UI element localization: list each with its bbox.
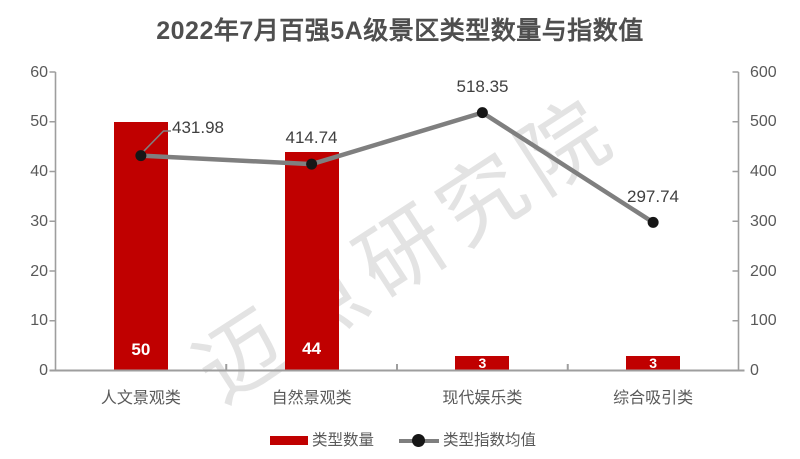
bar-value-label: 50: [131, 339, 151, 359]
left-axis-tick-50: 50: [30, 113, 48, 130]
data-label-297.74: 297.74: [627, 186, 679, 206]
bar-ziran-jingguan: 44: [284, 151, 339, 371]
left-axis-tick-10: 10: [30, 312, 48, 329]
line-marker-2: [306, 158, 318, 170]
left-axis-line: [49, 71, 57, 371]
data-label-414.74: 414.74: [285, 128, 338, 147]
bar-value-label: 3: [649, 355, 658, 372]
data-label-431.98: 431.98: [172, 118, 224, 137]
category-label-ziran: 自然景观类: [271, 390, 352, 407]
category-label-renwen: 人文景观类: [100, 390, 181, 407]
category-label-xiandai: 现代娱乐类: [442, 390, 523, 407]
bar-xiandai-yule: 3: [455, 355, 510, 372]
right-axis-tick-300: 300: [750, 212, 777, 230]
right-axis-tick-200: 200: [750, 262, 777, 280]
line-marker-4: [647, 216, 659, 228]
right-axis-tick-100: 100: [750, 312, 777, 329]
data-label-518.35: 518.35: [456, 76, 509, 96]
right-axis-tick-400: 400: [750, 163, 777, 180]
left-axis-tick-30: 30: [30, 212, 48, 230]
right-axis-tick-0: 0: [750, 362, 759, 379]
bar-value-label: 44: [302, 339, 322, 359]
right-axis-tick-500: 500: [750, 113, 777, 130]
bar-zonghe-xiyin: 3: [626, 355, 681, 372]
right-axis-line: [732, 71, 740, 371]
line-marker-3: [476, 107, 488, 119]
left-axis-tick-20: 20: [30, 262, 48, 280]
category-label-zonghe: 综合吸引类: [613, 390, 694, 407]
chart-title: 2022年7月百强5A级景区类型数量与指数值: [156, 17, 644, 45]
left-axis-tick-0: 0: [39, 362, 48, 379]
left-axis-tick-60: 60: [30, 63, 48, 81]
x-axis-line: [49, 364, 745, 372]
line-marker-1: [135, 150, 147, 162]
bar-value-label: 3: [478, 355, 487, 372]
index-line: [140, 110, 655, 225]
right-axis-tick-600: 600: [750, 63, 777, 81]
bar-renwen-jingguan: 50: [113, 121, 168, 371]
left-axis-tick-40: 40: [30, 163, 48, 180]
leader-line: [142, 130, 171, 153]
